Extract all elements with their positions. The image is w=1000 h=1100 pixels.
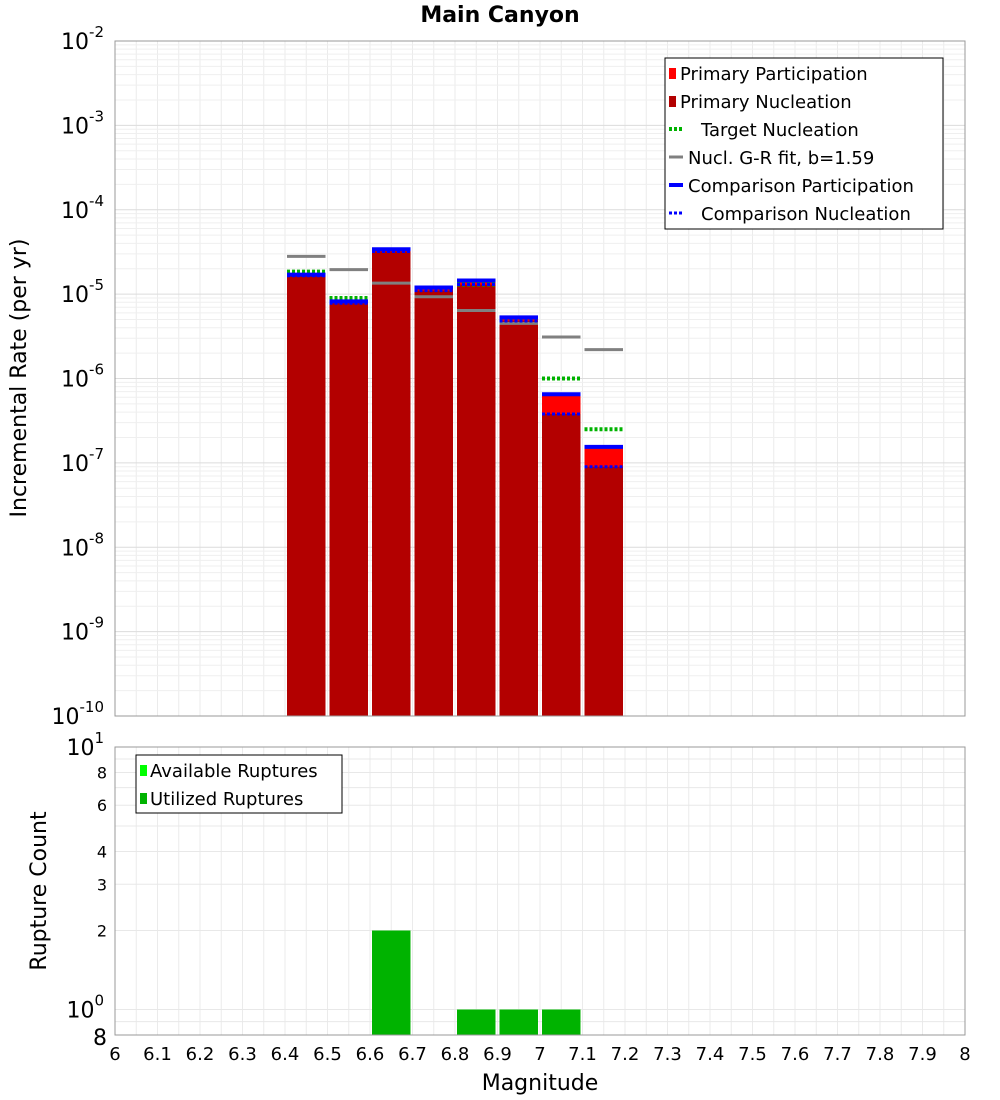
legend-label: Nucl. G-R fit, b=1.59 <box>688 148 874 169</box>
utilized-ruptures-bar <box>457 1009 496 1035</box>
legend-label: Available Ruptures <box>150 761 318 782</box>
x-tick-label: 7.8 <box>866 1044 895 1065</box>
bottom-y-tick-label: 6 <box>97 796 107 815</box>
x-tick-label: 6 <box>109 1044 120 1065</box>
x-tick-label: 7.4 <box>696 1044 725 1065</box>
top-plot-bars <box>287 249 623 716</box>
x-tick-label: 7.1 <box>568 1044 597 1065</box>
utilized-ruptures-bar <box>542 1009 581 1035</box>
top-y-tick-label: 10-8 <box>61 529 104 561</box>
legend-swatch <box>140 793 147 804</box>
legend-label: Target Nucleation <box>700 120 859 141</box>
top-y-tick-exponent: -2 <box>89 23 104 41</box>
bottom-plot-bars <box>372 930 581 1035</box>
bottom-y-axis-label: Rupture Count <box>27 811 52 971</box>
top-y-tick-exponent: -4 <box>89 192 104 210</box>
utilized-ruptures-bar <box>372 930 411 1035</box>
top-y-tick-exponent: -5 <box>89 276 104 294</box>
x-tick-label: 6.1 <box>143 1044 172 1065</box>
top-y-tick-label: 10-10 <box>52 698 105 730</box>
primary-nucleation-bar <box>287 275 326 716</box>
bottom-legend: Available Ruptures Utilized Ruptures <box>135 754 343 814</box>
bottom-y-tick-label: 100 <box>66 992 104 1024</box>
bottom-y-tick-label: 3 <box>97 875 107 894</box>
x-tick-label: 6.9 <box>483 1044 512 1065</box>
legend-label: Comparison Participation <box>688 176 914 197</box>
top-y-tick-label: 10-4 <box>61 192 104 224</box>
x-tick-label: 7.3 <box>653 1044 682 1065</box>
bottom-y-tick-labels: 8 6 4 3 2 8 101 100 <box>66 729 107 1051</box>
primary-nucleation-bar <box>414 290 453 716</box>
top-y-tick-label: 10-3 <box>61 107 104 139</box>
bottom-y-tick-label: 4 <box>97 842 107 861</box>
x-tick-label: 6.5 <box>313 1044 342 1065</box>
chart-title: Main Canyon <box>420 3 579 28</box>
x-tick-label: 8 <box>959 1044 970 1065</box>
x-tick-label: 7.7 <box>823 1044 852 1065</box>
top-legend-box <box>664 57 944 230</box>
bottom-y-tick-label: 8 <box>97 763 107 782</box>
top-y-axis-label: Incremental Rate (per yr) <box>7 239 32 518</box>
utilized-ruptures-bar <box>499 1009 538 1035</box>
x-tick-label: 7.2 <box>611 1044 640 1065</box>
bottom-y-tick-exponent: 1 <box>94 729 104 747</box>
x-tick-label: 6.7 <box>398 1044 427 1065</box>
top-y-tick-exponent: -3 <box>89 107 104 125</box>
top-y-tick-exponent: -6 <box>89 361 104 379</box>
primary-nucleation-bar <box>329 303 368 716</box>
top-plot-frame <box>114 40 966 717</box>
x-tick-label: 6.6 <box>356 1044 385 1065</box>
bottom-y-tick-label: 101 <box>66 729 104 761</box>
top-legend: Primary Participation Primary Nucleation T… <box>664 57 944 230</box>
primary-nucleation-bar <box>542 413 581 716</box>
top-plot-gridlines <box>114 41 966 717</box>
legend-swatch <box>669 68 676 79</box>
top-y-tick-label: 10-5 <box>61 276 104 308</box>
x-tick-label: 7.9 <box>908 1044 937 1065</box>
bottom-plot-frame <box>114 746 966 1036</box>
bottom-y-tick-exponent: 0 <box>94 992 104 1010</box>
bottom-y-tick-label: 8 <box>93 1026 107 1051</box>
legend-label: Primary Nucleation <box>680 92 852 113</box>
top-y-tick-label: 10-9 <box>61 614 104 646</box>
x-tick-label: 6.2 <box>186 1044 215 1065</box>
x-axis-label: Magnitude <box>482 1071 599 1096</box>
top-y-tick-label: 10-6 <box>61 361 104 393</box>
top-plot-series-lines <box>287 247 623 469</box>
top-y-tick-label: 10-2 <box>61 23 104 55</box>
legend-label: Utilized Ruptures <box>150 789 303 810</box>
primary-nucleation-bar <box>457 284 496 716</box>
top-y-tick-exponent: -10 <box>80 698 105 716</box>
bottom-legend-box <box>135 754 343 814</box>
x-tick-label: 6.4 <box>271 1044 300 1065</box>
x-tick-label: 7.5 <box>738 1044 767 1065</box>
legend-swatch <box>669 96 676 107</box>
x-tick-labels: 6 6.1 6.2 6.3 6.4 6.5 6.6 6.7 6.8 6.9 7 7.1 7.2 7.3 7.… <box>109 1044 970 1065</box>
legend-label: Primary Participation <box>680 64 868 85</box>
bottom-y-tick-label: 2 <box>97 922 107 941</box>
top-y-tick-exponent: -8 <box>89 529 104 547</box>
top-y-tick-exponent: -7 <box>89 445 104 463</box>
x-tick-label: 6.8 <box>441 1044 470 1065</box>
legend-label: Comparison Nucleation <box>701 204 911 225</box>
top-y-tick-label: 10-7 <box>61 445 104 477</box>
top-y-tick-exponent: -9 <box>89 614 104 632</box>
legend-swatch <box>140 765 147 776</box>
primary-nucleation-bar <box>372 251 411 716</box>
primary-nucleation-bar <box>584 466 623 716</box>
x-tick-label: 7.6 <box>781 1044 810 1065</box>
x-tick-label: 6.3 <box>228 1044 257 1065</box>
primary-nucleation-bar <box>499 321 538 716</box>
top-y-tick-labels: 10-2 10-3 10-4 10-5 10-6 10-7 10-8 10-9 10-10 <box>52 23 105 730</box>
x-tick-label: 7 <box>534 1044 545 1065</box>
